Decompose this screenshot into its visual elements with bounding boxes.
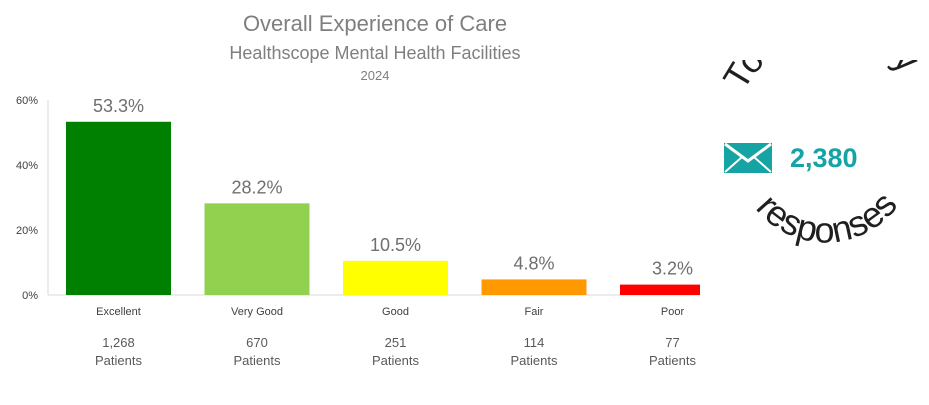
y-tick-label: 60% <box>16 95 38 107</box>
chart-year: 2024 <box>361 68 390 83</box>
bar-value-label: 53.3% <box>93 96 144 116</box>
envelope-icon <box>724 142 772 173</box>
patient-count: 114 <box>524 335 545 350</box>
x-tick-label: Very Good <box>231 306 283 318</box>
bars: 53.3% Excellent 1,268 Patients 28.2% Very Goo… <box>66 96 700 368</box>
survey-bottom-text: responses <box>749 184 905 251</box>
survey-total: 2,380 <box>790 143 858 173</box>
patient-count-unit: Patients <box>95 353 142 368</box>
bar-chart: Overall Experience of Care Healthscope M… <box>16 11 700 368</box>
bar-very-good <box>204 203 310 295</box>
patient-count-unit: Patients <box>649 353 696 368</box>
bar-value-label: 4.8% <box>513 253 554 273</box>
y-tick-label: 20% <box>16 225 38 237</box>
y-ticks: 0% 20% 40% 60% <box>16 95 38 302</box>
bar-good <box>343 260 448 295</box>
patient-count: 1,268 <box>102 335 135 350</box>
x-tick-label: Excellent <box>96 306 141 318</box>
y-tick-label: 40% <box>16 160 38 172</box>
patient-count-unit: Patients <box>234 353 281 368</box>
bar-value-label: 10.5% <box>370 235 421 255</box>
survey-top-text: Total survey <box>715 60 928 96</box>
x-tick-label: Good <box>382 306 409 318</box>
bar-excellent <box>66 121 171 296</box>
x-tick-label: Fair <box>525 306 544 318</box>
patient-count: 670 <box>246 335 268 350</box>
patient-count: 251 <box>385 335 407 350</box>
patient-count-unit: Patients <box>372 353 419 368</box>
x-tick-label: Poor <box>661 306 685 318</box>
chart-title: Overall Experience of Care <box>243 11 507 36</box>
y-tick-label: 0% <box>22 290 38 302</box>
patient-count: 77 <box>665 335 679 350</box>
bar-value-label: 3.2% <box>652 259 693 279</box>
bar-fair <box>481 279 587 295</box>
bar-poor <box>620 284 700 295</box>
chart-subtitle: Healthscope Mental Health Facilities <box>229 43 520 63</box>
bar-value-label: 28.2% <box>231 177 282 197</box>
survey-summary: Total survey 2,380 responses <box>715 60 928 251</box>
patient-count-unit: Patients <box>511 353 558 368</box>
